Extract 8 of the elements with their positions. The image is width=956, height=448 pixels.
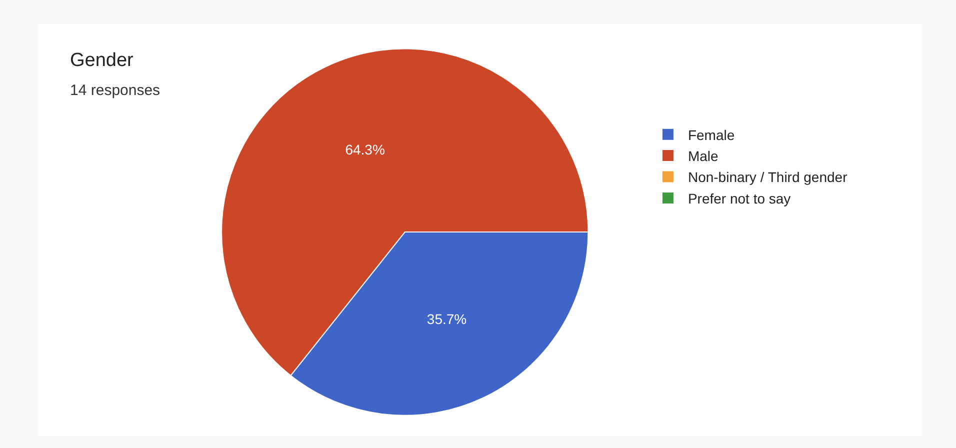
- legend-label: Male: [688, 148, 719, 164]
- legend-label: Prefer not to say: [688, 190, 791, 206]
- chart-title: Gender: [70, 50, 134, 72]
- legend-label: Non-binary / Third gender: [688, 169, 848, 186]
- legend-label: Female: [688, 126, 735, 143]
- data-label: 35.7%: [426, 310, 467, 327]
- text: 14 responses: [70, 82, 160, 99]
- data-label: 64.3%: [345, 141, 385, 158]
